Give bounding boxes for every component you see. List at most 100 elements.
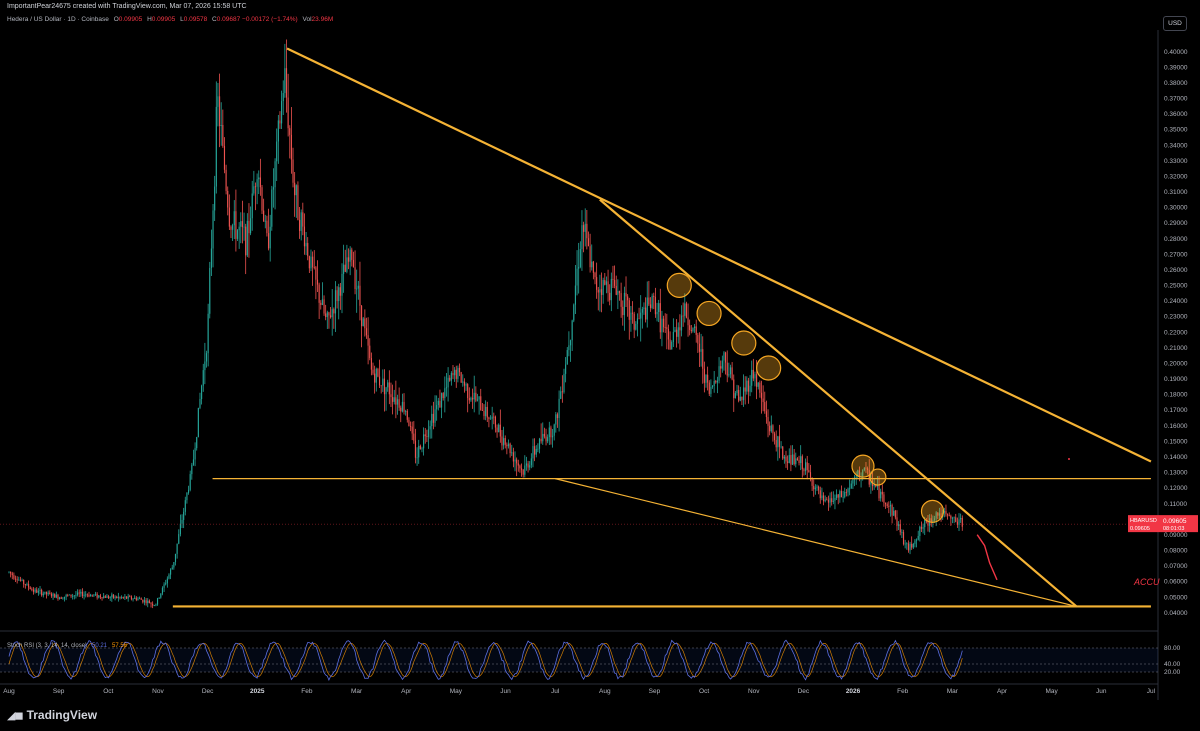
price-tag-box[interactable] bbox=[1128, 515, 1160, 533]
y-tick-label: 0.25000 bbox=[1164, 283, 1188, 290]
candle-body bbox=[614, 279, 616, 286]
candle-body bbox=[210, 248, 212, 268]
candle-body bbox=[365, 328, 368, 336]
candle-body bbox=[142, 599, 144, 603]
candle-body bbox=[832, 500, 834, 502]
candle-body bbox=[116, 596, 118, 599]
candle-body bbox=[899, 524, 901, 533]
x-tick-label: Oct bbox=[699, 688, 709, 695]
candle-body bbox=[680, 315, 683, 331]
x-tick-label: Mar bbox=[947, 688, 959, 695]
candle-body bbox=[197, 407, 199, 438]
candle-body bbox=[669, 339, 671, 350]
candle-body bbox=[687, 317, 689, 326]
candle-body bbox=[628, 300, 630, 320]
x-tick-label: Dec bbox=[202, 688, 214, 695]
candle-body bbox=[295, 185, 297, 196]
stoch-d-line bbox=[8, 642, 963, 678]
candle-body bbox=[594, 272, 596, 278]
candle-body bbox=[556, 414, 559, 419]
candle-body bbox=[112, 594, 115, 598]
candle-body bbox=[844, 492, 846, 497]
candle-body bbox=[205, 353, 208, 362]
y-tick-label: 0.34000 bbox=[1164, 142, 1188, 149]
candle-body bbox=[405, 410, 407, 412]
candle-body bbox=[326, 312, 328, 318]
candle-body bbox=[431, 413, 433, 427]
high-label: H bbox=[147, 16, 152, 23]
candle-body bbox=[646, 297, 648, 320]
candle-body bbox=[733, 379, 735, 399]
candle-body bbox=[281, 101, 283, 124]
candle-body bbox=[14, 578, 17, 580]
candle-body bbox=[80, 591, 82, 594]
candle-body bbox=[553, 424, 555, 436]
rejection-circle[interactable] bbox=[869, 468, 887, 486]
candle-body bbox=[769, 425, 771, 432]
rejection-circle[interactable] bbox=[756, 355, 782, 381]
candle-body bbox=[643, 307, 645, 310]
candle-body bbox=[81, 591, 84, 597]
trendline-upper-resistance[interactable] bbox=[286, 47, 1152, 463]
price-tag-axis-box bbox=[1160, 515, 1198, 533]
rejection-circle[interactable] bbox=[851, 454, 875, 478]
candle-body bbox=[228, 207, 230, 227]
candle-body bbox=[121, 597, 123, 598]
trendline-lower-support[interactable] bbox=[555, 478, 1077, 607]
candle-body bbox=[627, 296, 629, 301]
candle-body bbox=[176, 543, 178, 554]
candle-body bbox=[174, 553, 177, 563]
rejection-circle[interactable] bbox=[696, 300, 722, 327]
candle-body bbox=[589, 246, 591, 268]
x-tick-label: Apr bbox=[401, 688, 412, 695]
candle-body bbox=[267, 233, 270, 249]
candle-body bbox=[697, 334, 699, 344]
candle-body bbox=[906, 543, 908, 545]
candle-body bbox=[325, 313, 327, 318]
candle-body bbox=[911, 543, 913, 548]
y-tick-label: 0.22000 bbox=[1164, 329, 1188, 336]
tradingview-logo[interactable]: ◢◼ TradingView bbox=[7, 708, 97, 722]
candle-body bbox=[24, 584, 26, 586]
candle-body bbox=[545, 436, 547, 442]
x-tick-label: Jul bbox=[551, 688, 560, 695]
x-tick-label: Nov bbox=[152, 688, 164, 695]
symbol-title[interactable]: Hedera / US Dollar · 1D · Coinbase bbox=[7, 16, 109, 23]
candle-body bbox=[767, 417, 769, 426]
candle-body bbox=[199, 399, 201, 408]
candle-body bbox=[782, 446, 784, 459]
projection-path[interactable] bbox=[976, 534, 998, 581]
candle-body bbox=[312, 256, 314, 268]
candle-body bbox=[537, 448, 539, 450]
candle-body bbox=[814, 487, 816, 490]
candle-body bbox=[842, 496, 844, 498]
candle-body bbox=[666, 327, 668, 329]
candle-body bbox=[338, 287, 340, 302]
candle-body bbox=[187, 489, 190, 493]
candle-body bbox=[356, 288, 358, 290]
y-tick-label: 0.14000 bbox=[1164, 454, 1188, 461]
candle-body bbox=[248, 220, 250, 234]
candle-body bbox=[710, 387, 712, 394]
candle-body bbox=[23, 579, 25, 585]
candle-body bbox=[661, 318, 663, 333]
rejection-circle[interactable] bbox=[731, 330, 757, 356]
candle-body bbox=[261, 187, 263, 211]
candle-body bbox=[945, 511, 947, 515]
candle-body bbox=[148, 600, 150, 604]
candle-body bbox=[587, 238, 590, 247]
candle-body bbox=[493, 416, 495, 418]
candle-body bbox=[948, 515, 950, 517]
rejection-circle[interactable] bbox=[920, 499, 945, 523]
candle-body bbox=[738, 389, 740, 401]
candle-body bbox=[893, 510, 895, 516]
rejection-circle[interactable] bbox=[666, 272, 692, 298]
currency-button[interactable]: USD bbox=[1163, 16, 1187, 31]
trendline-inner-resistance[interactable] bbox=[599, 198, 1078, 608]
candle-body bbox=[467, 384, 469, 399]
candle-body bbox=[215, 106, 217, 187]
y-tick-label: 0.08000 bbox=[1164, 548, 1188, 555]
candle-body bbox=[86, 594, 88, 596]
candle-body bbox=[558, 398, 560, 419]
